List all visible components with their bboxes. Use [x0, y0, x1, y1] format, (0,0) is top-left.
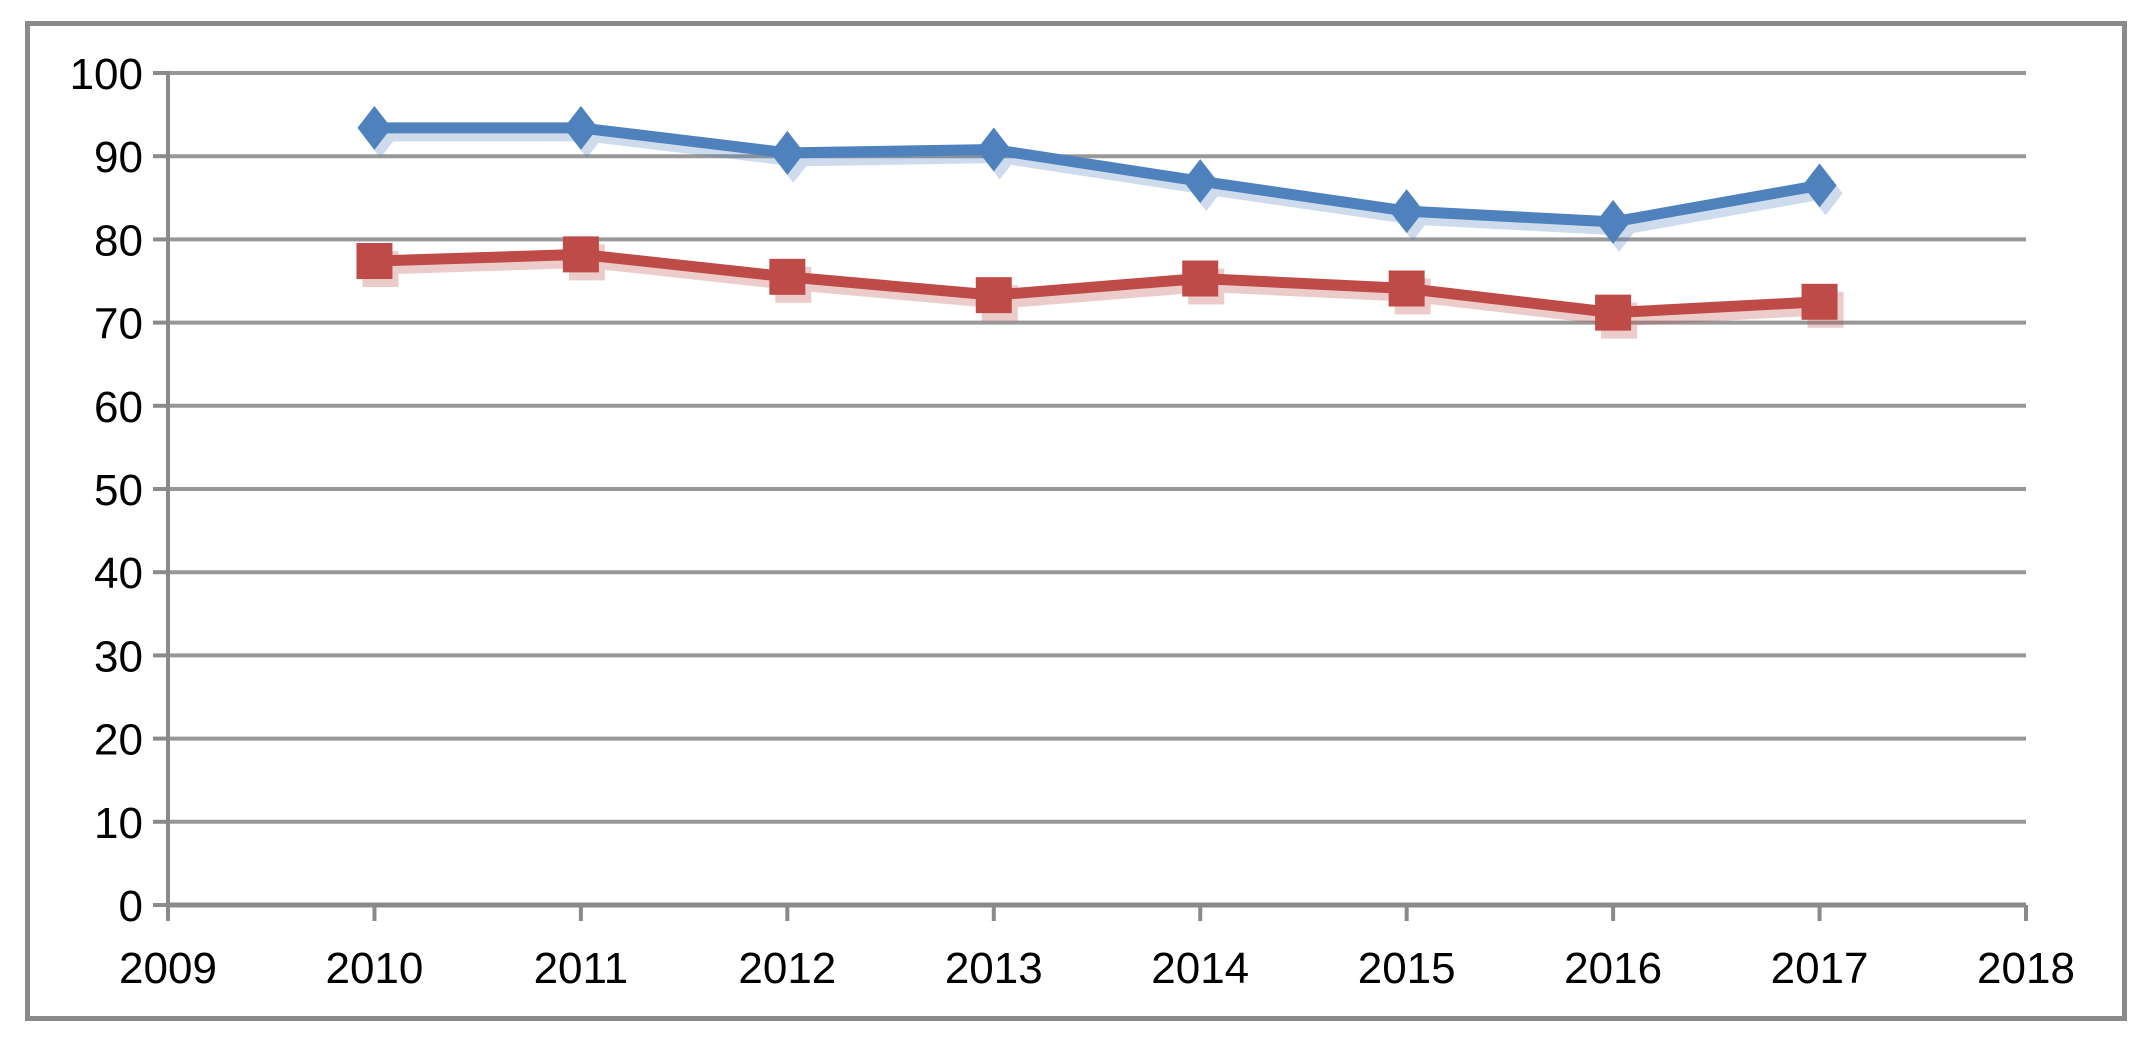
x-tick-label-2012: 2012 [738, 944, 836, 993]
red-series-marker-2014 [1182, 260, 1219, 297]
x-tick-label-2010: 2010 [325, 944, 423, 993]
blue-series-marker-2015 [1389, 189, 1424, 234]
blue-series-marker-2016 [1596, 199, 1631, 244]
red-series [356, 236, 1838, 331]
red-series-marker-2016 [1595, 294, 1632, 331]
x-tick-label-2011: 2011 [534, 944, 629, 993]
x-tick-label-2018: 2018 [1977, 944, 2075, 993]
red-series-marker-2010 [356, 243, 393, 280]
y-tick-label-40: 40 [94, 549, 143, 598]
y-tick-label-90: 90 [94, 133, 143, 182]
red-series-marker-2011 [562, 236, 599, 273]
x-tick-label-2016: 2016 [1564, 944, 1662, 993]
blue-series-line [368, 122, 1826, 228]
y-tick-label-20: 20 [94, 716, 143, 765]
blue-series-marker-2011 [563, 105, 598, 150]
blue-series-line [374, 130, 1832, 236]
y-tick-label-30: 30 [94, 632, 143, 681]
y-tick-label-60: 60 [94, 383, 143, 432]
red-series-line [374, 256, 1832, 327]
x-tick-label-2014: 2014 [1151, 944, 1249, 993]
red-series-marker-2012 [769, 258, 806, 295]
y-tick-label-0: 0 [119, 882, 143, 931]
blue-series [357, 105, 1837, 244]
red-series-marker-2017 [1801, 283, 1838, 320]
y-tick-label-100: 100 [70, 50, 143, 99]
blue-series-marker-2013 [976, 127, 1011, 172]
y-tick-label-80: 80 [94, 216, 143, 265]
blue-series-marker-2014 [1183, 159, 1218, 204]
red-series-line [368, 248, 1826, 319]
red-series-marker-2013 [975, 277, 1012, 314]
x-tick-label-2017: 2017 [1771, 944, 1869, 993]
x-tick-label-2013: 2013 [945, 944, 1043, 993]
blue-series-marker-2010 [357, 105, 392, 150]
y-tick-label-70: 70 [94, 300, 143, 349]
y-tick-label-10: 10 [94, 799, 143, 848]
y-tick-label-50: 50 [94, 466, 143, 515]
x-tick-label-2015: 2015 [1358, 944, 1456, 993]
x-tick-label-2009: 2009 [119, 944, 217, 993]
blue-series-marker-2017 [1802, 163, 1837, 208]
red-series-marker-2015 [1388, 270, 1425, 307]
blue-series-marker-2012 [770, 130, 805, 175]
